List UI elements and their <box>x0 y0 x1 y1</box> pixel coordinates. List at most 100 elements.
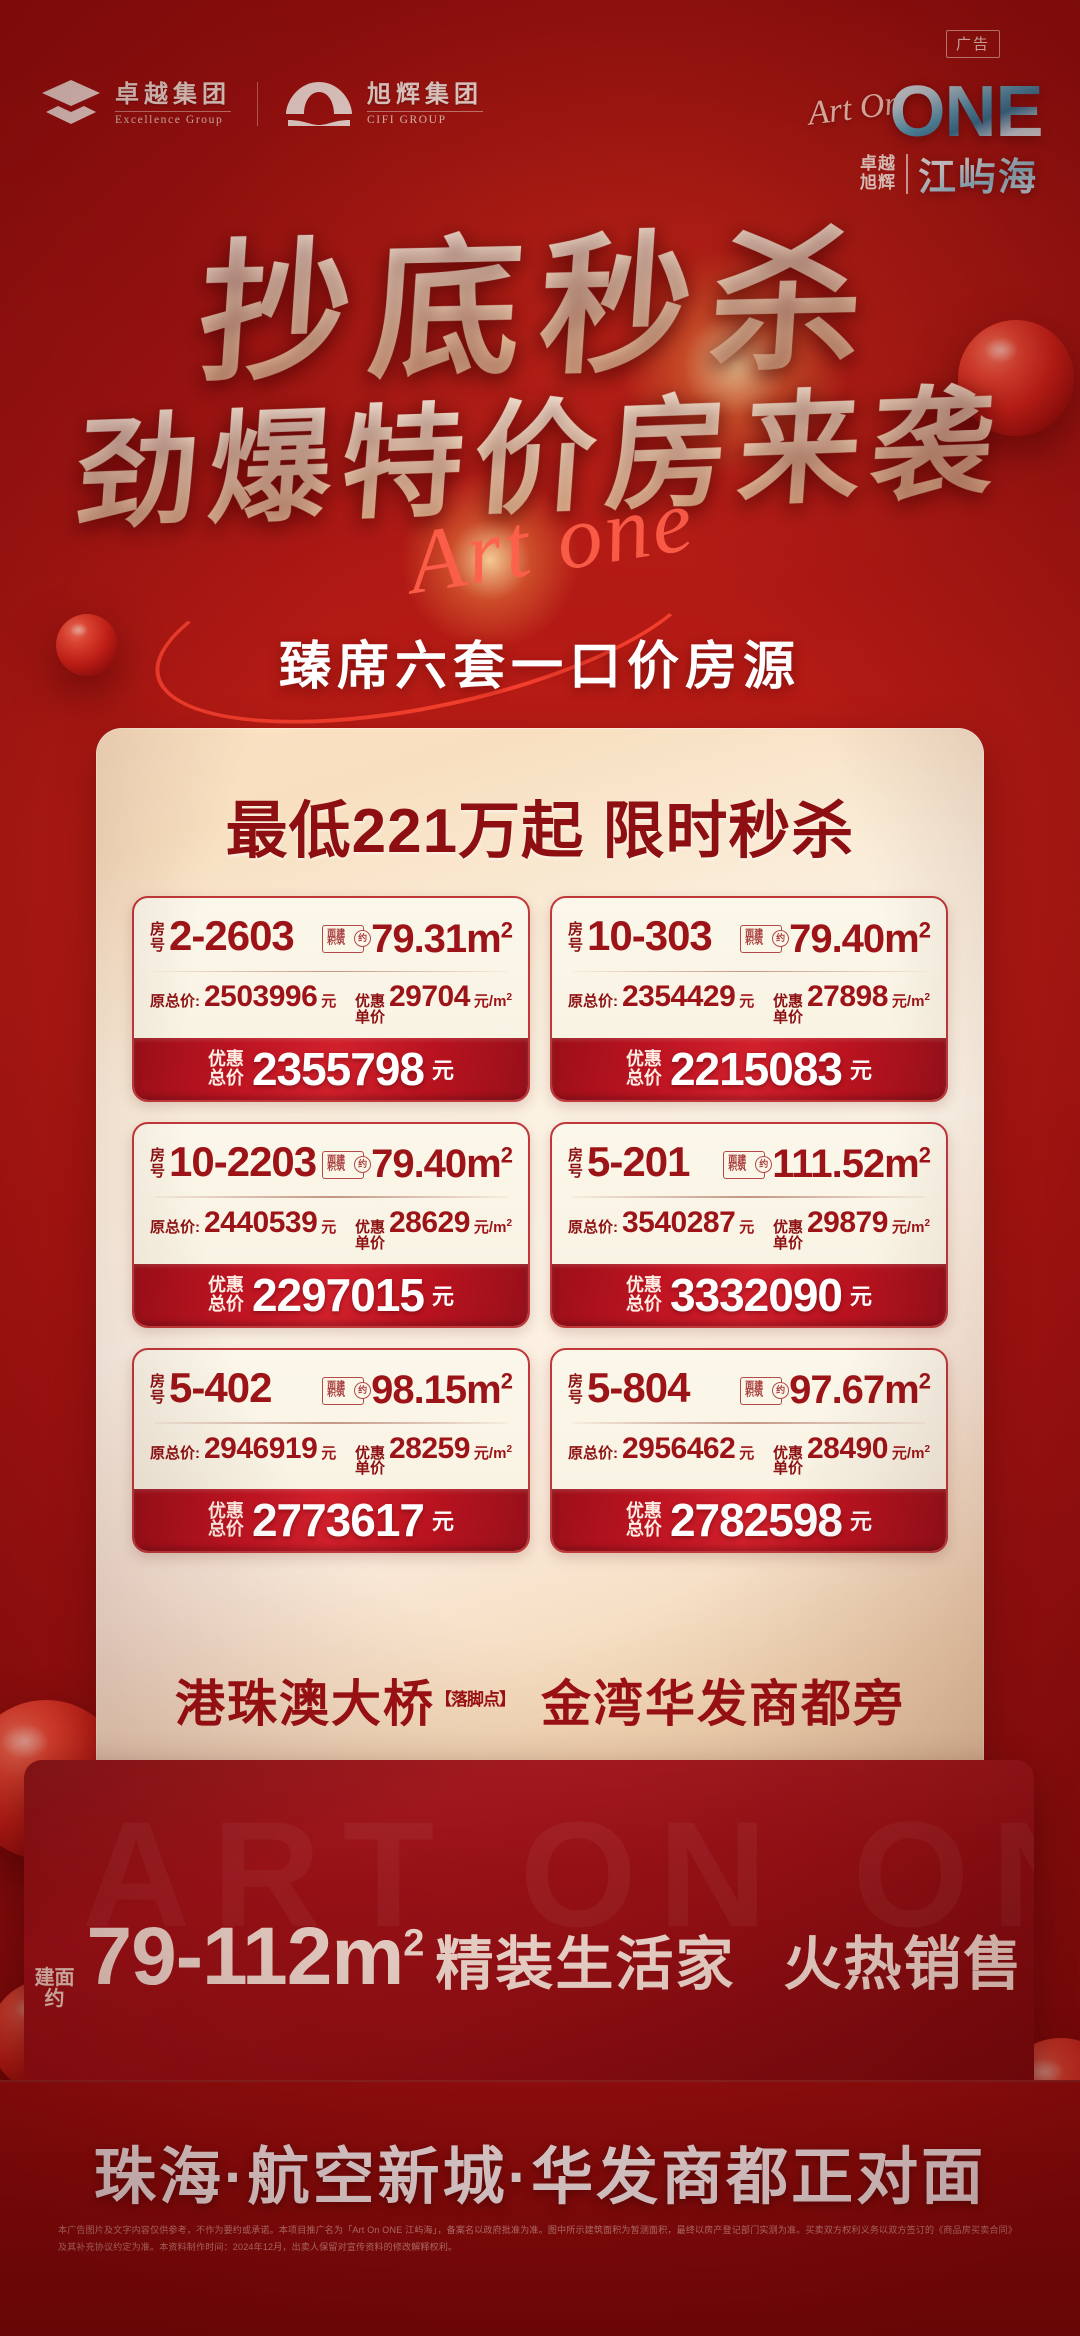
unit-card-row-prices: 原总价: 2440539 元 优惠 单价 28629 元/m2 <box>150 1206 512 1254</box>
original-total-price-label: 原总价: <box>568 993 618 1010</box>
panel-title: 最低221万起 限时秒杀 <box>225 797 855 866</box>
discount-total-unit: 元 <box>432 1283 455 1309</box>
discount-total-bar: 优惠 总价 2355798 元 <box>134 1037 528 1100</box>
building-area-icon-text: 建筑面积 <box>326 928 346 944</box>
decor-sphere-top-right <box>958 320 1074 436</box>
unit-card-body: 房号10-303 建筑面积 约 79.40m2 原 <box>552 898 946 1038</box>
unit-area-group: 建筑面积 约 79.31m2 <box>322 916 513 962</box>
discount-unit-price-unit: 元/m2 <box>473 992 512 1010</box>
discount-unit-price-label-line1: 优惠 <box>772 993 803 1010</box>
discount-unit-price-unit-text: 元/m <box>891 1218 925 1236</box>
original-total-price-value: 2946919 <box>204 1431 318 1465</box>
discount-unit-price-unit-text: 元/m <box>473 1444 507 1462</box>
building-area-icon: 建筑面积 约 <box>740 1376 790 1405</box>
offer-panel: 最低221万起 限时秒杀 房号2-2603 建筑面积 约 7 <box>96 728 984 1788</box>
discount-unit-price-value: 28490 <box>806 1431 888 1465</box>
original-total-price-unit: 元 <box>739 993 755 1010</box>
original-total-price-value: 3540287 <box>622 1205 736 1239</box>
unit-no-label: 房号 <box>568 921 584 954</box>
excellence-name-en: Excellence Group <box>115 110 231 126</box>
unit-card[interactable]: 房号10-303 建筑面积 约 79.40m2 原 <box>550 896 948 1102</box>
discount-unit-price-unit-text: 元/m <box>891 1444 925 1462</box>
discount-unit-price-label: 优惠 单价 <box>772 1444 803 1478</box>
unit-card-body: 房号5-804 建筑面积 约 97.67m2 原总 <box>552 1350 946 1490</box>
brand-divider-bar <box>906 153 908 194</box>
unit-number-group: 房号5-402 <box>150 1363 272 1412</box>
unit-card-row-prices: 原总价: 2956462 元 优惠 单价 28490 元/m2 <box>568 1432 930 1480</box>
discount-unit-price-unit-text: 元/m <box>891 993 925 1010</box>
unit-card-row-identity: 房号10-303 建筑面积 约 79.40m2 <box>568 912 931 962</box>
discount-unit-price-label-line2: 单价 <box>772 1234 803 1252</box>
discount-total-label: 优惠 总价 <box>208 1050 244 1087</box>
unit-card-body: 房号2-2603 建筑面积 约 79.31m2 原 <box>134 898 528 1038</box>
discount-total-label-line2: 总价 <box>207 1293 244 1314</box>
original-total-price-group: 原总价: 3540287 元 <box>568 1206 754 1240</box>
discount-unit-price-label: 优惠 单价 <box>354 1218 385 1252</box>
discount-total-label: 优惠 总价 <box>626 1050 662 1087</box>
project-brand-lockup: 广告 Art On ONE 卓越 旭辉 江屿海 <box>806 30 1044 201</box>
discount-total-label: 优惠 总价 <box>625 1274 662 1313</box>
discount-unit-price-label-line1: 优惠 <box>772 1444 803 1462</box>
discount-unit-price-label-line1: 优惠 <box>354 1218 385 1236</box>
discount-unit-price-value: 29879 <box>806 1205 888 1239</box>
unit-card[interactable]: 房号2-2603 建筑面积 约 79.31m2 原 <box>132 896 530 1102</box>
cifi-name-cn: 旭辉集团 <box>367 81 483 109</box>
building-area-icon-text: 建筑面积 <box>326 1379 346 1396</box>
discount-unit-price-label-line1: 优惠 <box>772 1218 803 1236</box>
stacked-diamonds-logo-icon <box>42 80 100 124</box>
brand-wordmark-one: ONE <box>889 71 1044 152</box>
building-area-icon: 建筑面积 约 <box>322 925 372 953</box>
original-total-price-label: 原总价: <box>568 1218 618 1236</box>
discount-unit-price-label-line1: 优惠 <box>354 993 385 1010</box>
unit-card-row-identity: 房号5-804 建筑面积 约 97.67m2 <box>568 1364 931 1414</box>
unit-card[interactable]: 房号5-402 建筑面积 约 98.15m2 原总 <box>132 1347 530 1554</box>
discount-unit-price-label: 优惠 单价 <box>773 994 803 1026</box>
unit-card-row-prices: 原总价: 2946919 元 优惠 单价 28259 元/m2 <box>150 1432 512 1480</box>
unit-card-row-prices: 原总价: 2354429 元 优惠 单价 27898 元/m2 <box>568 980 930 1028</box>
discount-total-label-line1: 优惠 <box>625 1274 662 1295</box>
unit-card[interactable]: 房号5-201 建筑面积 约 111.52m2 原 <box>550 1121 948 1328</box>
unit-number-group: 房号10-2203 <box>150 1138 317 1186</box>
discount-unit-price-label-line1: 优惠 <box>354 1444 385 1462</box>
unit-card-body: 房号5-402 建筑面积 约 98.15m2 原总 <box>134 1350 528 1490</box>
original-total-price-label: 原总价: <box>568 1444 618 1462</box>
discount-total-bar: 优惠 总价 2773617 元 <box>134 1489 528 1552</box>
discount-total-bar: 优惠 总价 2297015 元 <box>134 1263 528 1326</box>
discount-unit-price-group: 优惠 单价 28259 元/m2 <box>355 1432 512 1478</box>
unit-number-group: 房号5-201 <box>568 1138 690 1186</box>
footer-location-title: 珠海·航空新城·华发商都正对面 <box>93 2143 987 2212</box>
unit-card-row-prices: 原总价: 3540287 元 优惠 单价 29879 元/m2 <box>568 1206 930 1254</box>
hero-subtitle: 臻席六套一口价房源 <box>278 638 801 696</box>
unit-card-row-identity: 房号5-201 建筑面积 约 111.52m2 <box>568 1138 931 1188</box>
discount-total-value: 2773617 <box>251 1494 425 1547</box>
mountain-arch-logo-icon <box>286 82 352 126</box>
unit-card[interactable]: 房号5-804 建筑面积 约 97.67m2 原总 <box>550 1347 948 1554</box>
building-area-icon-approx: 约 <box>354 1381 372 1399</box>
building-area-icon-text: 建筑面积 <box>744 928 764 944</box>
unit-area-value: 79.31m2 <box>371 916 513 961</box>
building-area-icon-approx: 约 <box>354 930 372 947</box>
original-total-price-unit: 元 <box>321 1444 337 1462</box>
original-total-price-label: 原总价: <box>150 993 200 1010</box>
unit-card-row-identity: 房号5-402 建筑面积 约 98.15m2 <box>150 1363 513 1414</box>
unit-no-label: 房号 <box>568 1146 584 1180</box>
unit-area-value: 97.67m2 <box>789 1368 931 1413</box>
unit-number-value: 5-402 <box>169 1363 272 1411</box>
excellence-logo-text: 卓越集团 Excellence Group <box>115 82 231 126</box>
poster-footer: 珠海·航空新城·华发商都正对面 本广告图片及文字内容仅供参考，不作为要约或承诺。… <box>0 2080 1080 2336</box>
unit-card-grid: 房号2-2603 建筑面积 约 79.31m2 原 <box>132 896 948 1554</box>
unit-no-label: 房号 <box>150 1146 166 1180</box>
panel-location-line: 港珠澳大桥【落脚点】 金湾华发商都旁 <box>96 1664 984 1736</box>
original-total-price-group: 原总价: 2956462 元 <box>568 1432 754 1466</box>
unit-card[interactable]: 房号10-2203 建筑面积 约 79.40m2 <box>132 1121 530 1328</box>
original-total-price-group: 原总价: 2440539 元 <box>150 1206 336 1240</box>
unit-area-number: 79.31m <box>371 916 502 961</box>
unit-card-divider <box>572 1196 926 1198</box>
unit-card-row-identity: 房号2-2603 建筑面积 约 79.31m2 <box>150 912 513 962</box>
discount-total-value: 3332090 <box>669 1268 843 1321</box>
unit-area-group: 建筑面积 约 111.52m2 <box>723 1142 931 1187</box>
unit-area-number: 111.52m <box>772 1142 919 1187</box>
unit-card-divider <box>154 1196 508 1198</box>
brand-developer-tag: 卓越 旭辉 <box>860 154 896 192</box>
discount-total-label: 优惠 总价 <box>626 1501 662 1539</box>
